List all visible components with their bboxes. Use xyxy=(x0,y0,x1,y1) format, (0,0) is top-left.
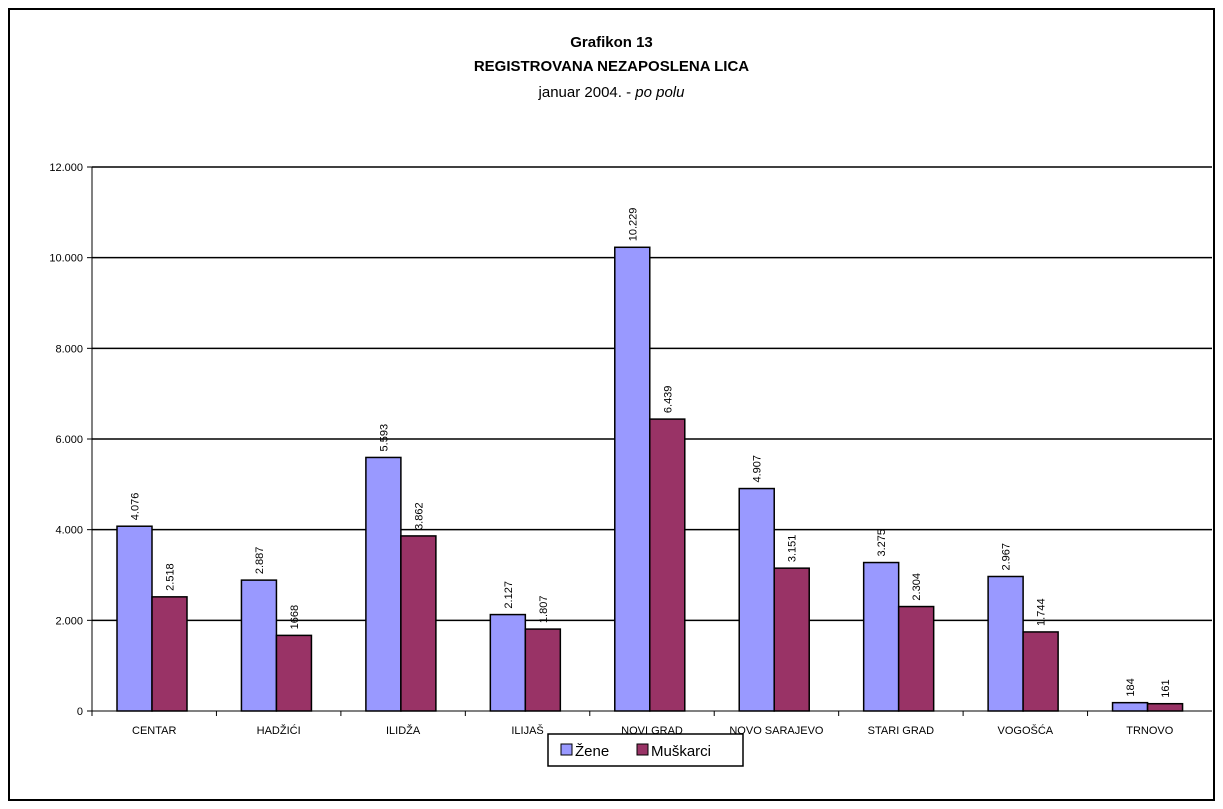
bar-zene xyxy=(738,487,775,712)
bar-zene xyxy=(240,579,278,712)
bar-muskarci xyxy=(897,605,935,712)
data-label: 1.744 xyxy=(1036,598,1048,626)
x-tick-label: CENTAR xyxy=(132,725,176,737)
bar-zene xyxy=(987,575,1024,712)
x-tick-label: ILIJAŠ xyxy=(511,724,543,737)
data-label: 2.518 xyxy=(165,563,177,591)
y-tick-label: 0 xyxy=(77,706,83,718)
x-tick-label: HADŽIĆI xyxy=(257,724,301,737)
data-label: 3.151 xyxy=(787,535,799,563)
x-tick-label: ILIDŽA xyxy=(386,724,421,737)
bar-zene xyxy=(489,613,527,712)
y-tick-label: 12.000 xyxy=(49,162,83,174)
bar-zene xyxy=(116,525,153,712)
data-label: 1668 xyxy=(289,605,301,629)
bar-muskarci xyxy=(400,535,437,712)
chart-title: Grafikon 13 xyxy=(570,34,653,51)
chart-subtitle: januar 2004. - po polu xyxy=(0,84,1223,101)
legend-label-muskarci: Muškarci xyxy=(651,743,711,760)
x-tick-label: NOVO SARAJEVO xyxy=(729,725,824,737)
data-label: 2.887 xyxy=(254,547,266,575)
data-label: 4.076 xyxy=(130,493,142,521)
chart-subtitle-italic: po polu xyxy=(635,84,685,101)
bar-muskarci xyxy=(649,418,686,712)
y-tick-label: 10.000 xyxy=(49,253,83,265)
y-tick-label: 6.000 xyxy=(55,434,83,446)
x-tick-label: STARI GRAD xyxy=(868,725,934,737)
data-label: 1.807 xyxy=(538,596,550,624)
data-label: 4.907 xyxy=(752,455,764,483)
data-label: 3.275 xyxy=(876,529,888,557)
y-tick-label: 2.000 xyxy=(55,615,83,627)
legend-swatch-zene xyxy=(560,743,573,756)
bar-zene xyxy=(862,561,900,712)
data-label: 2.967 xyxy=(1001,543,1013,571)
bar-muskarci xyxy=(773,567,810,712)
data-label: 161 xyxy=(1160,679,1172,697)
x-tick-label: VOGOŠĆA xyxy=(998,724,1054,737)
bar-zene xyxy=(1111,701,1149,712)
data-label: 184 xyxy=(1125,678,1137,696)
data-label: 2.304 xyxy=(911,573,923,601)
data-label: 6.439 xyxy=(662,386,674,414)
chart-title-line-2: REGISTROVANA NEZAPOSLENA LICA xyxy=(473,58,750,75)
chart-subtitle-plain: januar 2004. - xyxy=(538,84,636,101)
legend-label-zene: Žene xyxy=(575,743,609,760)
data-label: 3.862 xyxy=(413,502,425,530)
bar-zene xyxy=(614,246,651,712)
data-label: 2.127 xyxy=(503,581,515,609)
bar-zene xyxy=(365,456,402,712)
y-tick-label: 8.000 xyxy=(55,343,83,355)
data-label: 5.593 xyxy=(378,424,390,452)
bar-muskarci xyxy=(524,628,562,712)
x-tick-label: TRNOVO xyxy=(1126,725,1174,737)
bar-muskarci xyxy=(151,596,188,712)
data-label: 10.229 xyxy=(627,208,639,242)
bar-muskarci xyxy=(1146,702,1184,712)
bar-muskarci xyxy=(1022,631,1059,712)
legend-swatch-muskarci xyxy=(636,743,649,756)
bar-muskarci xyxy=(275,634,313,712)
y-tick-label: 4.000 xyxy=(55,525,83,537)
